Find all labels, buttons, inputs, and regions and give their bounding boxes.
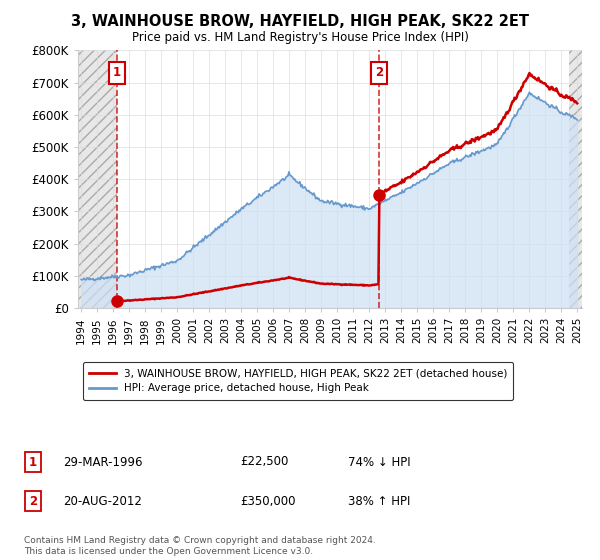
Text: Price paid vs. HM Land Registry's House Price Index (HPI): Price paid vs. HM Land Registry's House … (131, 31, 469, 44)
Text: 1: 1 (113, 67, 121, 80)
Text: £350,000: £350,000 (240, 494, 296, 508)
Text: 1: 1 (29, 455, 37, 469)
Text: £22,500: £22,500 (240, 455, 289, 469)
Text: 3, WAINHOUSE BROW, HAYFIELD, HIGH PEAK, SK22 2ET: 3, WAINHOUSE BROW, HAYFIELD, HIGH PEAK, … (71, 14, 529, 29)
Text: 29-MAR-1996: 29-MAR-1996 (63, 455, 143, 469)
Text: Contains HM Land Registry data © Crown copyright and database right 2024.
This d: Contains HM Land Registry data © Crown c… (24, 536, 376, 556)
Text: 2: 2 (375, 67, 383, 80)
Bar (78, 50, 117, 308)
Legend: 3, WAINHOUSE BROW, HAYFIELD, HIGH PEAK, SK22 2ET (detached house), HPI: Average : 3, WAINHOUSE BROW, HAYFIELD, HIGH PEAK, … (83, 362, 514, 400)
Text: 20-AUG-2012: 20-AUG-2012 (63, 494, 142, 508)
Text: 2: 2 (29, 494, 37, 508)
Text: 38% ↑ HPI: 38% ↑ HPI (348, 494, 410, 508)
Text: 74% ↓ HPI: 74% ↓ HPI (348, 455, 410, 469)
Bar (569, 50, 582, 308)
